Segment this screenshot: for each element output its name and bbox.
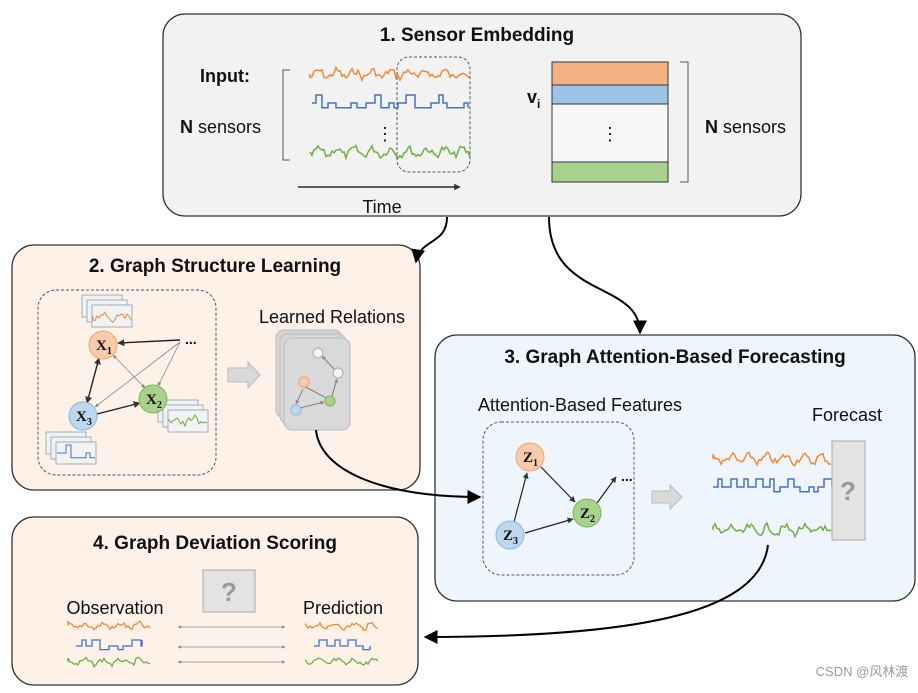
forecast-unknown-box <box>831 440 866 541</box>
candidate-edges <box>94 341 181 408</box>
blue-sensor-signal <box>312 94 469 109</box>
green-sensor-signal <box>309 144 471 161</box>
observation-label: Observation <box>66 598 163 618</box>
panel-title: 1. Sensor Embedding <box>380 25 574 46</box>
learned-edges <box>85 339 181 415</box>
graph-node-x3: X3 <box>68 401 98 431</box>
orange-sensor-signal <box>92 311 132 323</box>
panel-title: 3. Graph Attention-Based Forecasting <box>504 347 845 368</box>
panel-sensor-embedding: 1. Sensor Embedding Input: N sensors ⋮ T… <box>162 13 802 217</box>
panel-title: 4. Graph Deviation Scoring <box>93 533 337 554</box>
orange-sensor-signal <box>67 620 151 631</box>
sensor-window-card <box>167 409 209 433</box>
blue-sensor-signal <box>57 444 95 459</box>
attention-edges <box>513 466 617 534</box>
question-mark: ? <box>221 577 237 607</box>
panel-title: 2. Graph Structure Learning <box>89 256 341 277</box>
node-label: Z1 <box>523 450 538 469</box>
sensor-window-stacks <box>45 294 209 465</box>
panel-attention-forecasting: 3. Graph Attention-Based Forecasting Att… <box>434 334 916 602</box>
blue-sensor-signal <box>76 639 143 651</box>
graph-node-z3: Z3 <box>495 520 525 550</box>
green-sensor-signal <box>168 413 208 428</box>
blue-sensor-signal <box>713 478 833 493</box>
forecast-waveforms <box>712 451 833 539</box>
sliding-window <box>396 56 471 173</box>
forecast-label: Forecast <box>812 405 882 425</box>
sensor-bracket <box>282 69 290 161</box>
orange-sensor-signal <box>712 451 832 467</box>
n-sensors-label: N sensors <box>180 117 261 137</box>
green-sensor-signal <box>712 521 832 539</box>
n-sensors-label: N sensors <box>705 117 786 137</box>
learned-graph-stack <box>275 329 351 431</box>
input-label: Input: <box>200 66 250 86</box>
graph-node-z2: Z2 <box>572 498 602 528</box>
graph-node-x2: X2 <box>138 384 168 414</box>
panel-deviation-scoring: 4. Graph Deviation Scoring ? Observation… <box>11 516 419 686</box>
watermark: CSDN @风林渡 <box>816 664 909 679</box>
sensor-bracket <box>680 61 689 183</box>
orange-sensor-signal <box>309 65 471 83</box>
flow-arrows <box>315 216 769 644</box>
more-nodes: ... <box>621 468 633 484</box>
time-label: Time <box>362 197 401 217</box>
graph-node-z1: Z1 <box>515 442 545 472</box>
blue-sensor-signal <box>314 639 371 651</box>
ellipsis: ⋮ <box>376 124 394 144</box>
features-label: Attention-Based Features <box>478 395 682 415</box>
node-label: X3 <box>76 409 92 428</box>
learned-relations-label: Learned Relations <box>259 307 405 327</box>
graph-node-x1: X1 <box>88 330 118 360</box>
input-waveforms <box>309 65 471 161</box>
prediction-label: Prediction <box>303 598 383 618</box>
node-label: X1 <box>96 338 112 357</box>
unknown-box <box>202 569 256 613</box>
gray-arrow <box>651 483 683 511</box>
comparison-arrows <box>177 625 286 664</box>
node-label: Z2 <box>580 506 595 525</box>
green-sensor-signal <box>305 657 379 666</box>
question-mark: ? <box>840 476 856 506</box>
gray-arrow <box>227 360 261 390</box>
embedding-matrix <box>551 61 669 183</box>
sensor-window-card <box>91 304 133 328</box>
panel-graph-structure-learning: 2. Graph Structure Learning X1 X2 X3 ... L… <box>11 244 421 491</box>
ellipsis: ⋮ <box>601 124 619 144</box>
more-nodes: ... <box>185 331 197 347</box>
comparison-waveforms <box>67 620 379 669</box>
vector-label: vi <box>527 87 540 111</box>
node-label: Z3 <box>503 528 518 547</box>
node-label: X2 <box>146 392 162 411</box>
orange-sensor-signal <box>305 621 379 632</box>
green-sensor-signal <box>67 656 151 669</box>
